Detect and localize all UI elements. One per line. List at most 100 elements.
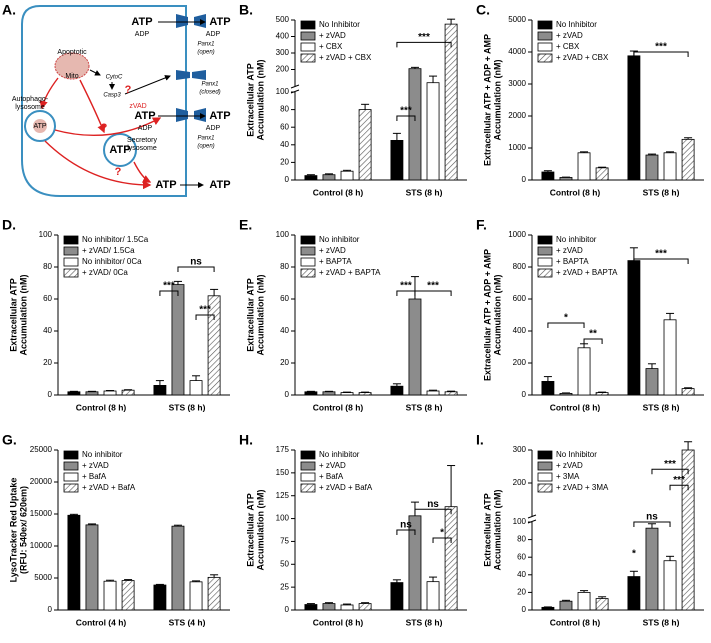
bar xyxy=(541,171,555,181)
y-tick-label: 300 xyxy=(276,48,290,57)
bar xyxy=(85,391,99,396)
legend-label: + CBX xyxy=(319,42,343,51)
bar xyxy=(663,560,677,611)
bar xyxy=(322,174,336,181)
bar xyxy=(559,177,573,181)
diagram-label: ATP xyxy=(209,179,230,191)
diagram-label: ADP xyxy=(206,125,221,132)
legend-swatch xyxy=(537,53,553,63)
bar xyxy=(444,391,458,396)
y-tick-label: 600 xyxy=(513,294,527,303)
y-axis-label: Accumulation (nM) xyxy=(492,60,502,141)
bar xyxy=(340,170,354,181)
legend-swatch xyxy=(63,450,79,460)
secretory-lysosome xyxy=(103,133,137,167)
bar xyxy=(595,598,609,611)
significance-label: * xyxy=(440,528,444,539)
y-tick-label: 15000 xyxy=(30,509,53,518)
significance-label: *** xyxy=(664,459,676,470)
cell-membrane xyxy=(21,5,187,197)
axis-break xyxy=(527,514,537,519)
bar xyxy=(408,298,422,396)
diagram-label: Casp3 xyxy=(103,93,121,99)
bar xyxy=(189,380,203,396)
diagram-label: ADP xyxy=(138,125,153,132)
bar xyxy=(577,347,591,396)
bar xyxy=(408,68,422,181)
legend-swatch xyxy=(537,483,553,493)
legend-swatch xyxy=(300,268,316,278)
panel-label: C. xyxy=(476,2,490,18)
bar xyxy=(577,152,591,181)
legend-label: + zVAD xyxy=(556,461,583,470)
y-tick-label: 1000 xyxy=(508,143,526,152)
significance-bracket xyxy=(396,41,452,48)
bar xyxy=(577,592,591,611)
panel: B. Extracellular ATP Accumulation (nM) 0 20 4… xyxy=(239,2,467,197)
x-tick-label: STS (4 h) xyxy=(169,617,206,627)
legend-label: + zVAD xyxy=(82,461,109,470)
legend-label: + 3MA xyxy=(556,472,580,481)
legend-swatch xyxy=(537,235,553,245)
channel-open-top xyxy=(176,14,206,28)
x-tick-label: STS (8 h) xyxy=(406,402,443,412)
y-axis-label: Extracellular ATP xyxy=(245,493,255,567)
y-tick-label: 100 xyxy=(39,230,53,239)
significance-bracket xyxy=(396,529,416,535)
y-axis-label: Accumulation (nM) xyxy=(492,275,502,356)
bar xyxy=(390,139,404,181)
legend-swatch xyxy=(300,483,316,493)
legend-label: + zVAD xyxy=(319,31,346,40)
bar xyxy=(390,582,404,611)
diagram-label: Secretory xyxy=(127,137,157,144)
arrow xyxy=(39,77,59,110)
y-tick-label: 20 xyxy=(517,588,526,597)
y-axis-label: Accumulation (nM) xyxy=(255,60,265,141)
x-tick-label: STS (8 h) xyxy=(169,402,206,412)
y-axis-label: Extracellular ATP xyxy=(245,278,255,352)
x-tick-label: Control (8 h) xyxy=(313,617,364,627)
y-tick-label: 125 xyxy=(276,491,290,500)
diagram-label: lysosome xyxy=(127,145,157,152)
arrow xyxy=(79,79,106,134)
diagram-label: ATP xyxy=(209,110,230,122)
legend-label: + BAPTA xyxy=(319,257,352,266)
significance-bracket xyxy=(669,484,689,491)
bar xyxy=(358,392,372,396)
y-axis-label: Accumulation (nM) xyxy=(18,275,28,356)
arrow xyxy=(133,161,152,183)
significance-bracket xyxy=(396,290,416,296)
legend-label: No inhibitor xyxy=(319,450,360,459)
y-tick-label: 400 xyxy=(276,32,290,41)
legend-swatch xyxy=(63,472,79,482)
legend-swatch xyxy=(63,268,79,278)
legend-swatch xyxy=(300,450,316,460)
bar xyxy=(681,138,695,181)
significance-bracket xyxy=(414,508,452,515)
diagram-label: CytoC xyxy=(106,75,123,81)
diagram-label: Apoptotic xyxy=(57,49,87,56)
y-tick-label: 0 xyxy=(522,390,527,399)
significance-label: ns xyxy=(190,257,202,268)
y-tick-label: 80 xyxy=(517,535,526,544)
significance-label: *** xyxy=(655,42,667,53)
diagram-label: ADP xyxy=(206,31,221,38)
y-tick-label: 400 xyxy=(513,326,527,335)
y-tick-label: 5000 xyxy=(508,15,526,24)
legend-swatch xyxy=(537,472,553,482)
mito xyxy=(54,52,90,80)
bar xyxy=(663,319,677,396)
panel: H. Extracellular ATP Accumulation (nM) 0 25 5… xyxy=(239,432,467,627)
legend-swatch xyxy=(63,235,79,245)
legend-label: + BAPTA xyxy=(556,257,589,266)
bar xyxy=(663,152,677,181)
legend-swatch xyxy=(537,31,553,41)
y-tick-label: 60 xyxy=(43,294,52,303)
diagram-label: Panx1 xyxy=(197,136,214,142)
legend-swatch xyxy=(537,450,553,460)
y-tick-label: 75 xyxy=(280,537,289,546)
diagram-label: Autophago- xyxy=(12,96,49,103)
y-tick-label: 150 xyxy=(276,468,290,477)
x-tick-label: Control (8 h) xyxy=(313,187,364,197)
